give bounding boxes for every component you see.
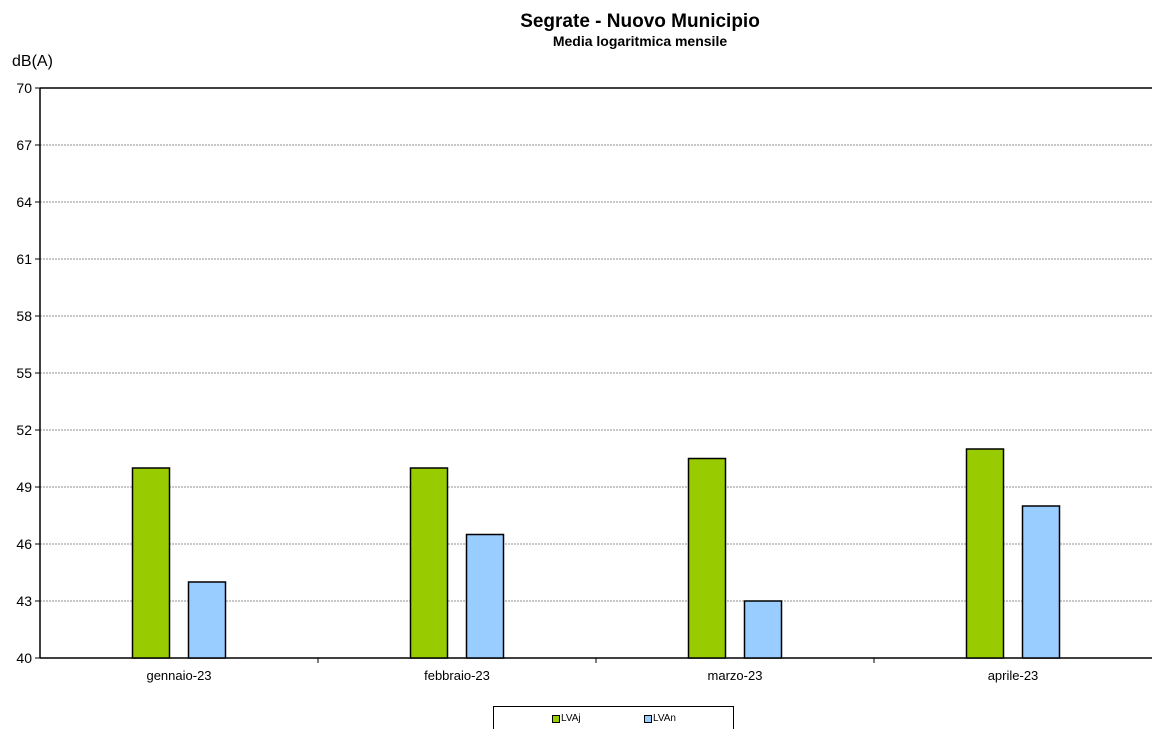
chart-title: Segrate - Nuovo Municipio: [520, 11, 760, 32]
bar-lvaj: [131, 467, 171, 659]
legend-swatch-lvan: [644, 714, 652, 723]
y-tick-label: 67: [16, 137, 32, 153]
legend: LVAj LVAn: [493, 706, 734, 729]
bar-lvan: [1021, 505, 1061, 659]
y-tick-label: 52: [16, 422, 32, 438]
y-tick-label: 58: [16, 308, 32, 324]
y-axis-label: dB(A): [12, 53, 53, 70]
x-tick-label: marzo-23: [708, 668, 763, 683]
legend-label-lvan: LVAn: [653, 713, 676, 724]
y-tick-label: 43: [16, 593, 32, 609]
y-tick-label: 46: [16, 536, 32, 552]
bar-lvaj: [965, 448, 1005, 659]
legend-label-lvaj: LVAj: [561, 713, 581, 724]
y-tick-label: 61: [16, 251, 32, 267]
bar-lvaj: [687, 457, 727, 659]
bar-lvaj: [409, 467, 449, 659]
y-tick-label: 64: [16, 194, 32, 210]
x-tick-label: febbraio-23: [424, 668, 490, 683]
y-tick-label: 70: [16, 80, 32, 96]
y-tick-label: 40: [16, 650, 32, 666]
y-tick-label: 49: [16, 479, 32, 495]
x-tick-label: gennaio-23: [146, 668, 211, 683]
legend-swatch-lvaj: [552, 714, 560, 723]
y-tick-label: 55: [16, 365, 32, 381]
bar-lvan: [465, 533, 505, 659]
bar-lvan: [743, 600, 783, 659]
bar-lvan: [187, 581, 227, 659]
legend-item-lvan: LVAn: [644, 713, 676, 724]
legend-item-lvaj: LVAj: [552, 713, 581, 724]
chart-subtitle: Media logaritmica mensile: [552, 33, 728, 49]
x-tick-label: aprile-23: [988, 668, 1039, 683]
